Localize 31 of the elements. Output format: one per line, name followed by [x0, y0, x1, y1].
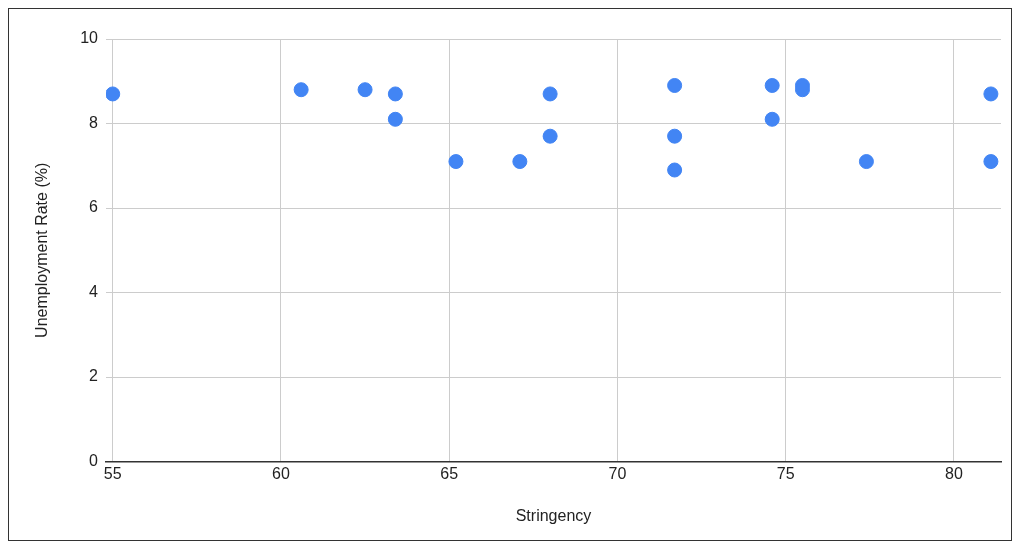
point [983, 86, 999, 102]
point [387, 86, 403, 102]
point [106, 86, 121, 102]
point [448, 154, 464, 170]
y-tick-label: 10 [80, 29, 99, 47]
point [542, 86, 558, 102]
point [542, 128, 558, 144]
y-tick-label: 8 [89, 113, 99, 131]
point [667, 162, 683, 178]
point [512, 154, 528, 170]
x-tick-label: 65 [440, 464, 459, 482]
point [858, 154, 874, 170]
y-axis-title: Unemployment Rate (%) [33, 162, 51, 338]
point [357, 82, 373, 98]
x-tick-label: 55 [103, 464, 122, 482]
y-tick-label: 6 [89, 198, 99, 216]
point [667, 77, 683, 93]
y-tick-label: 2 [89, 367, 99, 385]
point [293, 82, 309, 98]
point [387, 111, 403, 127]
point [764, 111, 780, 127]
x-tick-label: 70 [608, 464, 627, 482]
point [667, 128, 683, 144]
point [764, 77, 780, 93]
x-tick-label: 60 [272, 464, 290, 482]
point [983, 154, 999, 170]
x-axis-title: Stringency [515, 506, 592, 524]
y-tick-label: 4 [89, 282, 99, 300]
x-tick-label: 80 [945, 464, 963, 482]
x-tick-label: 75 [776, 464, 795, 482]
y-tick-label: 0 [89, 452, 99, 470]
